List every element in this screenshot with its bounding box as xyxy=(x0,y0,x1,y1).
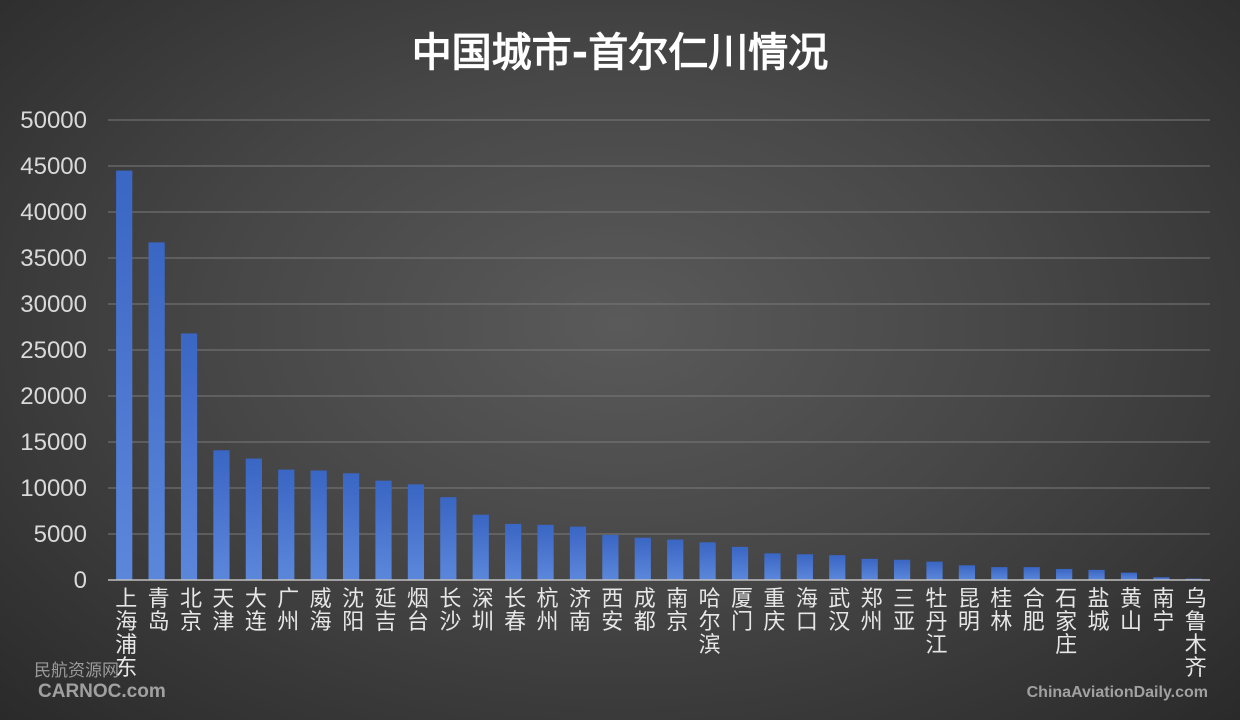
bar xyxy=(180,333,198,580)
bar xyxy=(796,554,813,580)
y-tick-label: 40000 xyxy=(20,199,87,226)
bar xyxy=(278,469,295,580)
y-tick-label: 45000 xyxy=(20,153,87,180)
bar xyxy=(829,555,846,580)
bar xyxy=(699,542,716,580)
bar xyxy=(1153,577,1170,580)
grid-lines xyxy=(108,119,1210,535)
bar xyxy=(1023,567,1040,580)
bars xyxy=(116,170,1202,581)
x-tick-label: 黄山 xyxy=(1120,587,1142,635)
x-tick-label: 长沙 xyxy=(439,587,461,635)
x-tick-label: 沈阳 xyxy=(342,587,364,635)
watermark-left: 民航资源网 CARNOC.com xyxy=(34,661,166,702)
bar xyxy=(958,565,976,580)
x-tick-label: 乌鲁木齐 xyxy=(1185,587,1207,681)
bar xyxy=(148,242,165,581)
y-tick-label: 25000 xyxy=(20,337,87,364)
bar xyxy=(1088,569,1105,580)
x-tick-label: 盐城 xyxy=(1088,587,1110,635)
x-tick-label: 海口 xyxy=(796,587,818,635)
x-tick-label: 烟台 xyxy=(407,587,429,635)
x-tick-label: 牡丹江 xyxy=(925,587,947,658)
bar xyxy=(731,546,749,580)
x-tick-label: 西安 xyxy=(601,587,623,635)
bar xyxy=(472,514,489,580)
y-tick-label: 30000 xyxy=(20,291,87,318)
bar xyxy=(926,561,943,580)
x-tick-label: 重庆 xyxy=(763,587,785,635)
bar xyxy=(310,470,327,580)
y-tick-label: 5000 xyxy=(34,521,87,548)
bar xyxy=(245,458,262,580)
watermark-cn: 民航资源网 xyxy=(34,661,119,681)
bar xyxy=(537,524,554,580)
x-tick-label: 南京 xyxy=(666,587,688,635)
bar xyxy=(602,534,619,580)
y-tick-label: 20000 xyxy=(20,383,87,410)
bar xyxy=(893,559,911,580)
bar xyxy=(407,484,425,580)
y-tick-label: 0 xyxy=(74,567,87,594)
x-tick-label: 大连 xyxy=(245,587,267,635)
bar xyxy=(505,523,522,580)
x-tick-label: 深圳 xyxy=(472,587,494,635)
bar xyxy=(116,170,133,580)
x-tick-label: 桂林 xyxy=(990,587,1012,635)
x-tick-label: 合肥 xyxy=(1023,587,1045,635)
bar xyxy=(861,558,878,580)
bar xyxy=(991,567,1008,580)
x-tick-label: 三亚 xyxy=(893,587,915,635)
x-tick-label: 南宁 xyxy=(1152,587,1174,635)
watermark-right: ChinaAviationDaily.com xyxy=(1027,684,1208,701)
watermark-carnoc: CARNOC.com xyxy=(38,681,166,702)
x-tick-label: 北京 xyxy=(180,587,202,635)
bar xyxy=(1120,572,1138,580)
bar xyxy=(764,553,781,580)
chart-title: 中国城市-首尔仁川情况 xyxy=(412,30,829,76)
bar xyxy=(667,539,684,580)
bar xyxy=(342,473,360,580)
x-tick-label: 延吉 xyxy=(374,587,396,635)
x-tick-label: 广州 xyxy=(277,587,299,635)
x-axis: 上海浦东青岛北京天津大连广州威海沈阳延吉烟台长沙深圳长春杭州济南西安成都南京哈尔… xyxy=(108,579,1210,681)
y-tick-label: 35000 xyxy=(20,245,87,272)
bar xyxy=(634,537,651,580)
y-axis: 0 5000 10000 15000 20000 25000 30000 35000 40000… xyxy=(20,107,87,594)
x-tick-label: 天津 xyxy=(212,587,234,635)
x-tick-label: 杭州 xyxy=(537,587,559,635)
x-tick-label: 济南 xyxy=(569,587,591,635)
bar xyxy=(440,497,457,580)
bar xyxy=(375,480,392,580)
x-tick-label: 石家庄 xyxy=(1055,587,1077,658)
x-tick-label: 郑州 xyxy=(861,587,883,635)
y-tick-label: 50000 xyxy=(20,107,87,134)
y-tick-label: 10000 xyxy=(20,475,87,502)
bar xyxy=(569,526,587,580)
bar xyxy=(1056,568,1073,580)
x-tick-label: 长春 xyxy=(504,587,526,635)
x-tick-label: 上海浦东 xyxy=(115,587,137,681)
x-tick-label: 青岛 xyxy=(148,587,170,635)
x-tick-label: 武汉 xyxy=(828,587,850,635)
x-tick-label: 昆明 xyxy=(958,587,980,635)
x-tick-label: 厦门 xyxy=(731,587,753,635)
x-tick-label: 成都 xyxy=(634,587,656,635)
x-tick-label: 哈尔滨 xyxy=(699,587,721,658)
y-tick-label: 15000 xyxy=(20,429,87,456)
x-tick-label: 威海 xyxy=(310,587,332,635)
bar xyxy=(213,450,230,580)
